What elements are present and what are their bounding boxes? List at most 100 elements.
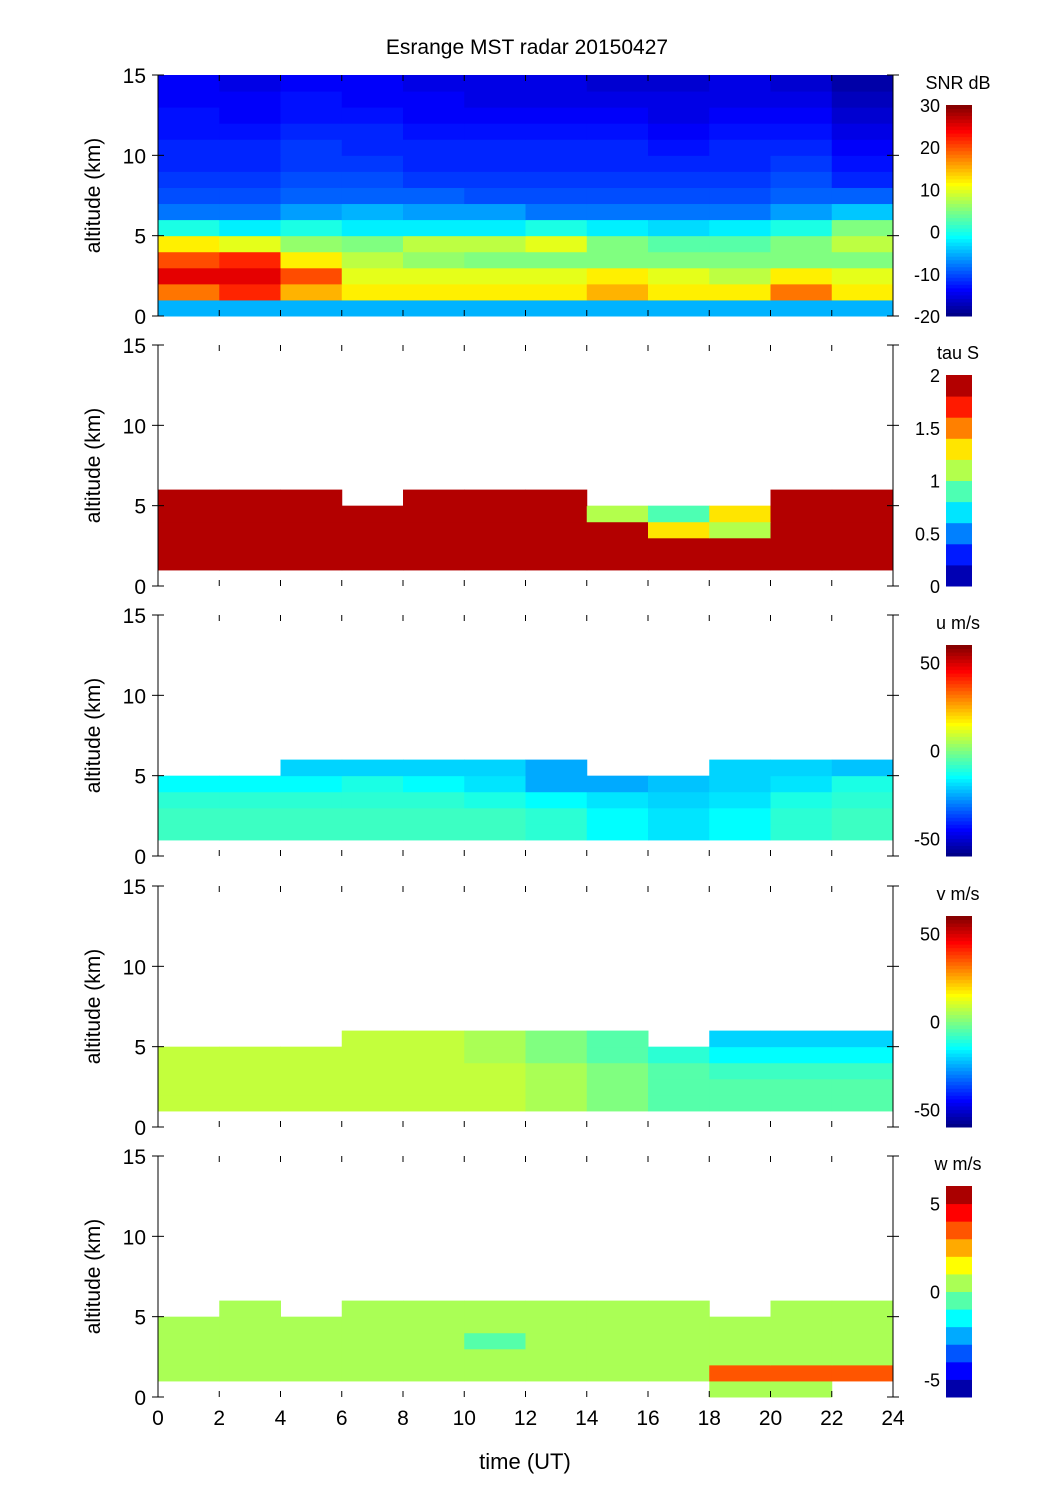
panel-v: 0 5 10 15 altitude (km) v m/s 50 0 -50 [82,876,980,1140]
heatmap-cell [770,75,833,92]
y-axis-label: altitude (km) [82,949,105,1065]
heatmap-cell [403,219,465,237]
heatmap-cell [403,1094,465,1112]
y-tick-label: 5 [134,1307,146,1330]
colorbar-segment [946,108,972,113]
heatmap-cell [219,251,281,269]
heatmap-cell [403,791,465,809]
heatmap-cell [648,1364,710,1382]
heatmap-cell [709,187,771,205]
heatmap-cell [831,791,894,809]
heatmap-cell [280,91,343,108]
heatmap-cell [280,107,343,124]
x-tick-label: 24 [881,1407,905,1430]
heatmap-cell [831,187,894,205]
heatmap-cell [403,553,465,571]
heatmap-cell [831,299,894,317]
heatmap-cell [219,775,281,793]
colorbar-segment [946,979,972,984]
heatmap-cell [831,1348,894,1366]
heatmap-cell [525,203,588,221]
colorbar-segment [946,792,972,797]
x-tick-label: 6 [336,1407,348,1430]
colorbar-segment [946,680,972,685]
heatmap-cell [831,823,894,841]
colorbar-segment [946,845,972,850]
heatmap-cell [403,505,465,523]
heatmap-cell [219,171,281,188]
heatmap-cell [158,219,220,237]
heatmap-cell [586,1300,649,1318]
heatmap-cell [831,1046,894,1064]
x-tick-label: 20 [759,1407,782,1430]
x-tick-label: 16 [636,1407,659,1430]
heatmap-cell [341,171,404,188]
colorbar-segment [946,105,972,110]
colorbar-segment [946,305,972,310]
heatmap-cell [709,219,771,237]
heatmap-cell [158,75,220,92]
heatmap-cell [280,235,343,253]
heatmap-cell [341,75,404,92]
colorbar-segment [946,284,972,289]
heatmap-cell [158,107,220,124]
heatmap-cell [403,1332,465,1350]
colorbar-segment [946,729,972,734]
colorbar-segment [946,273,972,278]
colorbar-segment [946,697,972,702]
heatmap-cell [158,1046,220,1064]
heatmap-cell [831,521,894,539]
colorbar-segment [946,122,972,127]
heatmap-cell [341,791,404,809]
heatmap-cell [464,1094,526,1112]
heatmap-cell [525,299,588,317]
heatmap-cell [770,203,833,221]
colorbar-segment [946,266,972,271]
heatmap-cell [586,1364,649,1382]
heatmap-cell [158,123,220,140]
heatmap-cell [770,537,833,555]
heatmap-cell [648,1094,710,1112]
heatmap-cell [770,171,833,188]
heatmap-cell [831,283,894,301]
heatmap-cell [586,203,649,221]
colorbar-segment [946,1098,972,1103]
colorbar-label: SNR dB [925,73,990,93]
heatmap-cell [219,91,281,108]
heatmap-cell [158,187,220,205]
heatmap-cell [403,1046,465,1064]
heatmap-cell [341,299,404,317]
heatmap-cell [770,505,833,523]
heatmap-cell [219,807,281,825]
heatmap-cell [464,521,526,539]
heatmap-cell [586,1030,649,1048]
colorbar-segment [946,1273,972,1292]
heatmap-cell [341,537,404,555]
heatmap-cell [219,1062,281,1080]
heatmap-cell [770,1062,833,1080]
heatmap-cell [464,171,526,188]
colorbar-segment [946,129,972,134]
heatmap-cell [586,1348,649,1366]
heatmap-cell [219,1094,281,1112]
heatmap-cell [403,107,465,124]
heatmap-cell [403,251,465,269]
heatmap-cell [158,1332,220,1350]
colorbar-segment [946,687,972,692]
heatmap-cell [280,1094,343,1112]
colorbar-segment [946,1091,972,1096]
heatmap-cell [648,1316,710,1334]
heatmap-cell [341,1062,404,1080]
heatmap-cell [403,1348,465,1366]
colorbar-tick-label: 50 [920,654,940,674]
colorbar-segment [946,1326,972,1345]
heatmap-cell [341,1316,404,1334]
heatmap-cell [586,123,649,140]
x-tick-label: 18 [698,1407,721,1430]
heatmap-cell [403,537,465,555]
colorbar-segment [946,1081,972,1086]
heatmap-cell [770,1348,833,1366]
colorbar-segment [946,1067,972,1072]
heatmap-cell [464,505,526,523]
colorbar-segment [946,718,972,723]
